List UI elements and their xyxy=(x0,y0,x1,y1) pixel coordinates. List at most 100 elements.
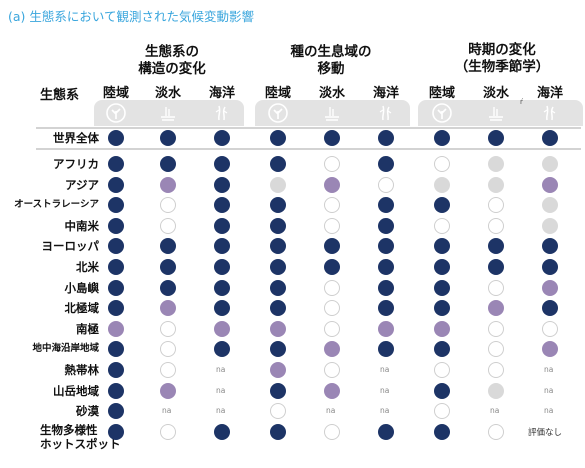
impact-dot-dark xyxy=(434,341,450,358)
impact-dot-dark xyxy=(160,279,176,296)
freshwater-icon xyxy=(157,102,179,124)
row-label: アフリカ xyxy=(53,157,99,171)
impact-dot-dark xyxy=(378,156,394,172)
impact-dot-grey xyxy=(488,156,504,172)
na-label: na xyxy=(380,365,390,374)
impact-dot-empty xyxy=(542,320,558,337)
impact-dot-dark xyxy=(214,176,230,193)
group-header-range: 種の生息域の 移動 xyxy=(256,44,406,78)
impact-dot-dark xyxy=(214,197,230,214)
impact-dot-empty xyxy=(378,176,394,193)
impact-dot-dark xyxy=(270,341,286,358)
tick-mark: ŕ xyxy=(520,98,523,106)
impact-dot-empty xyxy=(160,217,176,234)
impact-dot-purple xyxy=(378,320,394,337)
impact-dot-empty xyxy=(488,217,504,234)
impact-dot-dark xyxy=(160,156,176,172)
impact-dot-purple xyxy=(542,176,558,193)
impact-dot-dark xyxy=(160,259,176,275)
na-label: na xyxy=(216,365,226,374)
impact-dot-purple xyxy=(108,320,124,337)
na-label: na xyxy=(490,406,500,416)
impact-dot-grey xyxy=(542,156,558,172)
impact-dot-empty xyxy=(434,156,450,172)
impact-dot-purple xyxy=(160,300,176,317)
impact-dot-dark xyxy=(434,238,450,255)
impact-dot-dark xyxy=(434,382,450,399)
row-label: 山岳地域 xyxy=(53,383,99,398)
impact-dot-empty xyxy=(324,423,340,440)
group-header-line: 構造の変化 xyxy=(138,61,206,77)
impact-dot-dark xyxy=(378,238,394,255)
impact-dot-grey xyxy=(488,176,504,193)
impact-dot-purple xyxy=(160,176,176,193)
impact-dot-empty xyxy=(434,217,450,234)
impact-dot-dark xyxy=(378,130,394,146)
group-header-line: 生態系の xyxy=(145,44,199,60)
impact-dot-dark xyxy=(324,259,340,275)
na-label: na xyxy=(544,385,554,395)
column-label: 海洋 xyxy=(372,86,399,101)
row-label: オーストラレーシア xyxy=(14,199,99,211)
impact-dot-dark xyxy=(108,423,124,440)
impact-dot-dark xyxy=(108,217,124,234)
column-label: 海洋 xyxy=(208,86,235,101)
impact-dot-dark xyxy=(214,279,230,296)
impact-dot-grey xyxy=(270,176,286,193)
impact-dot-dark xyxy=(270,197,286,214)
impact-dot-purple xyxy=(270,320,286,337)
column-label: 陸域 xyxy=(264,86,291,101)
impact-dot-dark xyxy=(214,130,230,146)
land-icon xyxy=(105,102,127,124)
impact-dot-purple xyxy=(324,176,340,193)
impact-dot-empty xyxy=(488,362,504,378)
na-label: na xyxy=(326,406,336,416)
group-header-line: 時期の変化 xyxy=(468,42,536,58)
impact-dot-empty xyxy=(488,320,504,337)
column-label: 陸域 xyxy=(102,86,129,101)
impact-dot-dark xyxy=(378,341,394,358)
impact-dot-dark xyxy=(270,130,286,146)
impact-dot-dark xyxy=(378,300,394,317)
impact-dot-empty xyxy=(434,403,450,420)
group-header-line: （生物季節学） xyxy=(454,59,550,75)
impact-dot-dark xyxy=(270,238,286,255)
impact-dot-dark xyxy=(108,238,124,255)
impact-dot-dark xyxy=(270,279,286,296)
na-label: na xyxy=(216,385,226,395)
impact-dot-dark xyxy=(324,130,340,146)
impact-dot-dark xyxy=(270,156,286,172)
impact-dot-dark xyxy=(108,382,124,399)
impact-dot-dark xyxy=(270,300,286,317)
impact-dot-purple xyxy=(542,279,558,296)
impact-dot-dark xyxy=(270,423,286,440)
impact-dot-empty xyxy=(324,197,340,214)
na-label: na xyxy=(216,406,226,416)
row-label: アジア xyxy=(64,177,99,192)
na-label: na xyxy=(544,365,554,374)
impact-dot-empty xyxy=(488,341,504,358)
impact-dot-empty xyxy=(324,217,340,234)
impact-dot-dark xyxy=(542,259,558,275)
impact-dot-dark xyxy=(108,176,124,193)
impact-dot-dark xyxy=(434,259,450,275)
impact-dot-dark xyxy=(108,279,124,296)
row-label: 熱帯林 xyxy=(64,363,100,377)
impact-dot-purple xyxy=(324,341,340,358)
row-label: 北極域 xyxy=(64,301,100,316)
impact-dot-dark xyxy=(434,130,450,146)
na-label: na xyxy=(380,385,390,395)
column-label: 淡水 xyxy=(482,86,509,101)
impact-dot-dark xyxy=(324,238,340,255)
row-label: 地中海沿岸地域 xyxy=(32,343,99,355)
impact-dot-grey xyxy=(542,197,558,214)
ocean-icon xyxy=(539,102,561,124)
impact-dot-dark xyxy=(488,259,504,275)
impact-dot-dark xyxy=(108,197,124,214)
impact-dot-purple xyxy=(324,382,340,399)
figure-title: (a) 生態系において観測された気候変動影響 xyxy=(8,9,255,24)
row-label-line: 生物多様性 xyxy=(40,422,98,437)
impact-dot-dark xyxy=(108,130,124,146)
impact-dot-empty xyxy=(324,320,340,337)
column-label: 海洋 xyxy=(536,86,563,101)
